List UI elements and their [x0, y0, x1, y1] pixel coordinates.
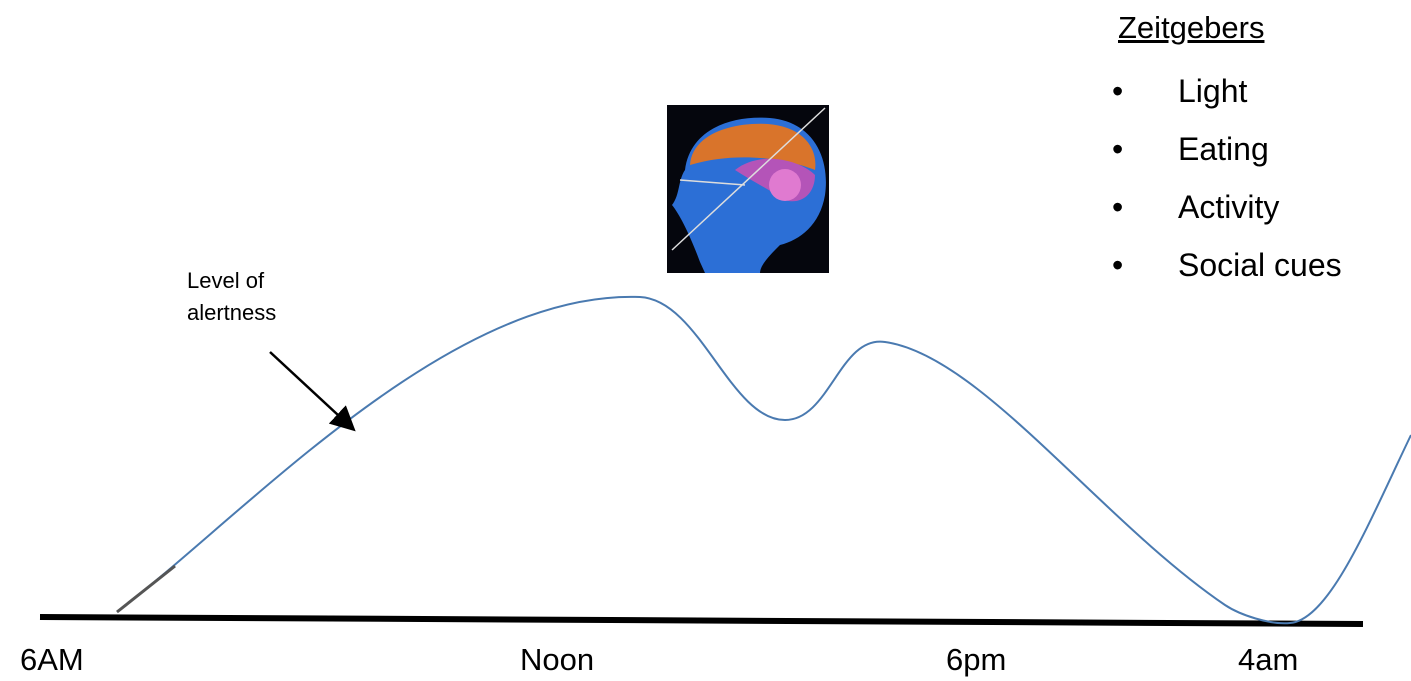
legend-item: Activity: [1112, 178, 1342, 236]
axis-label: Noon: [520, 642, 594, 678]
axis-label: 4am: [1238, 642, 1298, 678]
legend-item: Eating: [1112, 120, 1342, 178]
axis-label: 6pm: [946, 642, 1006, 678]
legend-list: Light Eating Activity Social cues: [1112, 62, 1342, 294]
legend-item: Social cues: [1112, 236, 1342, 294]
legend-title: Zeitgebers: [1118, 10, 1264, 46]
annotation: Level of alertness: [187, 265, 337, 329]
legend-item: Light: [1112, 62, 1342, 120]
curve-start: [117, 566, 175, 612]
slide: {"legend": {"title": "Zeitgebers", "item…: [0, 0, 1411, 681]
brain-image: [667, 105, 829, 273]
alertness-curve: [117, 297, 1411, 623]
annotation-arrow: [270, 352, 352, 428]
time-axis: [40, 617, 1363, 624]
axis-label: 6AM: [20, 642, 84, 678]
